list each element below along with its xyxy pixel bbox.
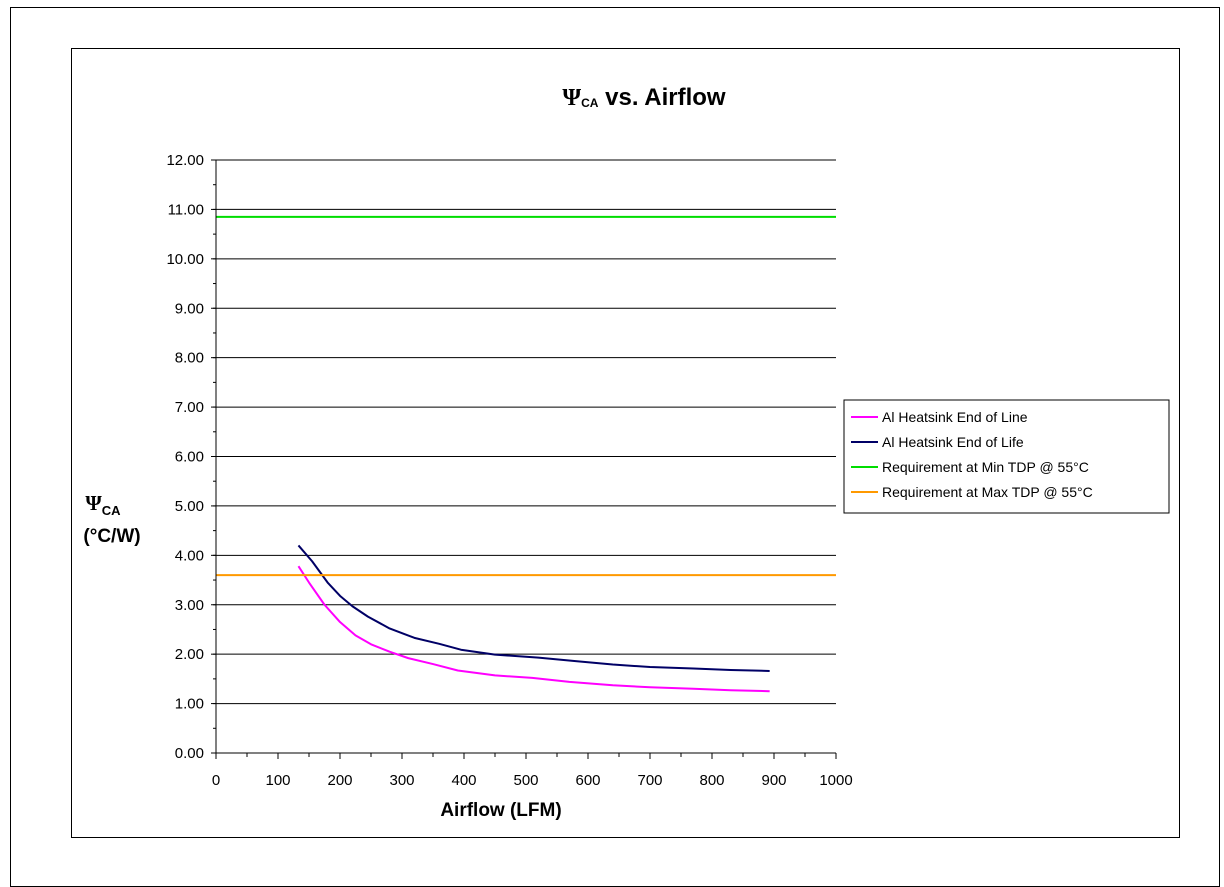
x-tick-label-5: 500 — [513, 772, 538, 789]
x-axis-title: Airflow (LFM) — [440, 800, 561, 821]
x-tick-label-0: 0 — [212, 772, 220, 789]
y-axis-title-subscript: CA — [102, 503, 121, 518]
chart-title-rest: vs. Airflow — [598, 84, 725, 111]
x-tick-label-7: 700 — [637, 772, 662, 789]
y-tick-label-7: 7.00 — [175, 399, 204, 416]
y-tick-label-3: 3.00 — [175, 597, 204, 614]
x-tick-labels: 0 100 200 300 400 500 600 700 800 900 1000 — [212, 772, 853, 789]
x-tick-label-8: 800 — [699, 772, 724, 789]
y-tick-label-4: 4.00 — [175, 547, 204, 564]
y-tick-label-2: 2.00 — [175, 646, 204, 663]
y-tick-label-11: 11.00 — [168, 201, 204, 218]
y-tick-label-0: 0.00 — [175, 745, 204, 762]
x-tick-label-2: 200 — [327, 772, 352, 789]
y-tick-label-9: 9.00 — [175, 300, 204, 317]
series-line-0 — [297, 565, 770, 693]
y-tick-label-5: 5.00 — [175, 498, 204, 515]
x-tick-label-9: 900 — [761, 772, 786, 789]
legend-label-1: Al Heatsink End of Life — [882, 434, 1024, 450]
y-tick-label-10: 10.00 — [166, 251, 204, 268]
y-tick-label-8: 8.00 — [175, 350, 204, 367]
series-line-1 — [297, 544, 770, 672]
chart-title-symbol: Ψ — [562, 85, 581, 111]
legend: Al Heatsink End of Line Al Heatsink End o… — [843, 399, 1170, 514]
legend-label-2: Requirement at Min TDP @ 55°C — [882, 459, 1089, 475]
x-tick-label-10: 1000 — [819, 772, 852, 789]
y-tick-label-1: 1.00 — [175, 696, 204, 713]
legend-label-3: Requirement at Max TDP @ 55°C — [882, 484, 1093, 500]
axes — [211, 159, 837, 759]
x-tick-label-6: 600 — [575, 772, 600, 789]
x-tick-label-3: 300 — [389, 772, 414, 789]
y-tick-label-6: 6.00 — [175, 449, 204, 466]
legend-label-0: Al Heatsink End of Line — [882, 409, 1028, 425]
x-tick-label-1: 100 — [265, 772, 290, 789]
y-tick-label-12: 12.00 — [166, 152, 204, 169]
chart-title-subscript: CA — [581, 96, 599, 110]
chart-title: ΨCA vs. Airflow — [562, 84, 726, 111]
y-tick-labels: 0.00 1.00 2.00 3.00 4.00 5.00 6.00 7.00 8.00 9.00… — [166, 152, 204, 762]
x-tick-label-4: 400 — [451, 772, 476, 789]
chart-frame — [71, 48, 1180, 838]
y-axis-title-unit: (°C/W) — [83, 526, 140, 547]
y-axis-title-symbol: Ψ — [85, 491, 102, 515]
series-lines — [216, 215, 836, 693]
gridlines — [216, 159, 836, 705]
y-axis-title-symbol-line: ΨCA — [85, 491, 121, 518]
legend-box — [843, 399, 1170, 514]
